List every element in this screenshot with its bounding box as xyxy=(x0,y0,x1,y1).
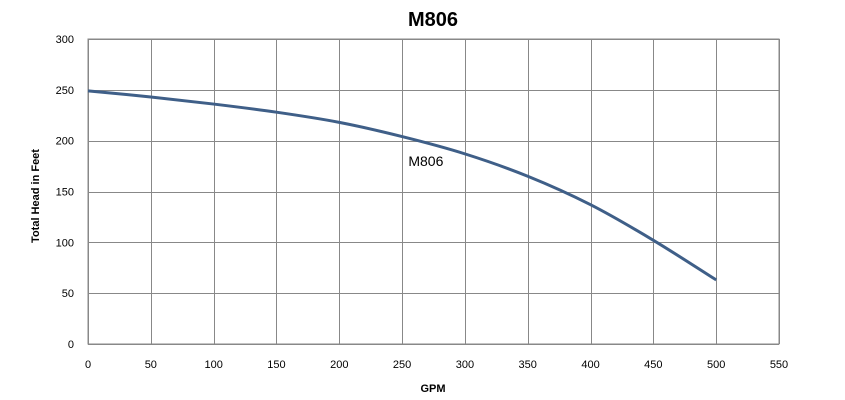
y-axis-ticks: 0 50 100 150 200 250 300 xyxy=(56,34,74,351)
y-tick-label: 0 xyxy=(68,339,74,351)
chart-title: M806 xyxy=(408,9,458,31)
x-tick-label: 550 xyxy=(770,359,788,371)
series-line-1 xyxy=(87,89,717,282)
x-tick-label: 200 xyxy=(330,359,348,371)
x-tick-label: 250 xyxy=(393,359,411,371)
annotation-layer: M806 xyxy=(408,153,443,169)
x-axis-label: GPM xyxy=(420,383,445,395)
y-tick-label: 300 xyxy=(56,34,74,46)
y-tick-label: 100 xyxy=(56,237,74,249)
x-tick-label: 500 xyxy=(707,359,725,371)
grid-lines xyxy=(88,39,780,345)
x-tick-label: 50 xyxy=(145,359,157,371)
y-axis-label: Total Head in Feet xyxy=(30,149,42,243)
y-tick-label: 250 xyxy=(56,85,74,97)
x-tick-label: 150 xyxy=(267,359,285,371)
y-tick-label: 50 xyxy=(62,288,74,300)
series-layer xyxy=(87,89,717,282)
x-tick-label: 100 xyxy=(204,359,222,371)
plot-area xyxy=(87,38,780,345)
x-tick-label: 400 xyxy=(581,359,599,371)
y-tick-label: 200 xyxy=(56,136,74,148)
x-axis-ticks: 0 50 100 150 200 250 300 350 400 450 500 550 xyxy=(85,359,788,371)
x-tick-label: 0 xyxy=(85,359,91,371)
x-tick-label: 300 xyxy=(456,359,474,371)
x-tick-label: 450 xyxy=(644,359,662,371)
y-tick-label: 150 xyxy=(56,187,74,199)
series-data-label: M806 xyxy=(408,153,443,169)
x-tick-label: 350 xyxy=(519,359,537,371)
